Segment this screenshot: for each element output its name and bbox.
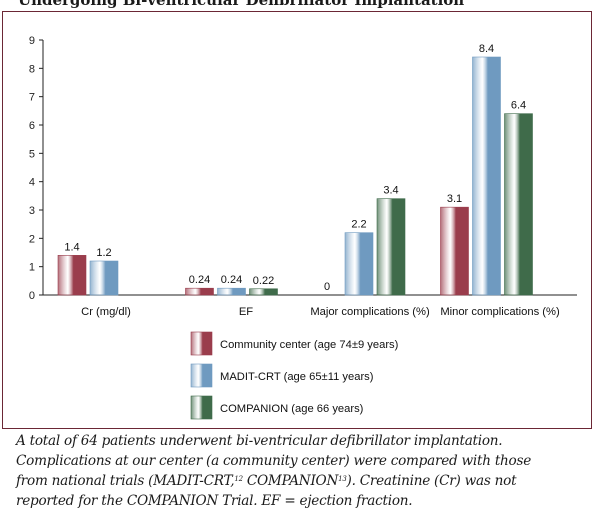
legend: Community center (age 74±9 years) MADIT-C… — [190, 331, 399, 420]
ref-madit: 12 — [234, 475, 243, 483]
legend-label-1: MADIT-CRT (age 65±11 years) — [220, 371, 374, 383]
legend-swatch-0 — [190, 331, 213, 356]
bar-major-complications-1 — [344, 232, 374, 296]
value-label-cr-mg-dl-1: 1.2 — [96, 247, 111, 259]
caption-line-1: A total of 64 patients underwent bi-vent… — [16, 433, 503, 449]
value-label-ef-1: 0.24 — [221, 274, 242, 286]
y-tick-label: 1 — [29, 262, 35, 274]
value-label-minor-complications-2: 6.4 — [511, 100, 526, 112]
y-tick-label: 2 — [29, 233, 35, 245]
value-label-ef-0: 0.24 — [189, 274, 210, 286]
bar-ef-2 — [249, 288, 278, 296]
y-tick-label: 9 — [29, 35, 35, 47]
bar-major-complications-2 — [376, 198, 406, 296]
chart-title: Undergoing Bi-ventricular Defibrillator … — [18, 0, 465, 9]
figure-frame — [2, 11, 592, 429]
y-axis-ticks: 0 1 2 3 4 5 6 7 8 9 — [29, 35, 43, 302]
legend-swatch-1 — [190, 363, 213, 388]
value-label-ef-2: 0.22 — [253, 275, 274, 287]
bar-ef-1 — [217, 287, 246, 296]
legend-label-2: COMPANION (age 66 years) — [220, 403, 364, 415]
value-label-cr-mg-dl-0: 1.4 — [64, 241, 79, 253]
category-label-minor-complications: Minor complications (%) — [440, 306, 560, 318]
bar-minor-complications-2 — [504, 113, 533, 296]
caption-line-2: Complications at our center (a community… — [16, 453, 531, 469]
category-label-cr-mg-dl: Cr (mg/dl) — [81, 306, 131, 318]
caption-line-3-a: from national trials (MADIT-CRT, — [16, 473, 235, 489]
value-label-major-complications-1: 2.2 — [351, 219, 366, 231]
caption-line-3: from national trials (MADIT-CRT,12 COMPA… — [16, 471, 591, 491]
caption-line-3-b: COMPANION — [242, 473, 339, 489]
value-labels: 1.4 1.2 0.24 0.24 0.22 0 2.2 3.4 3.1 8.4 6.4 — [64, 43, 526, 293]
legend-label-0: Community center (age 74±9 years) — [220, 339, 399, 351]
y-tick-label: 8 — [29, 63, 35, 75]
caption-line-3-c: ). Creatinine (Cr) was not — [346, 473, 517, 489]
figure-caption: A total of 64 patients underwent bi-vent… — [16, 431, 591, 511]
category-label-ef: EF — [239, 306, 253, 318]
bar-cr-mg-dl-1 — [89, 260, 119, 296]
y-tick-label: 5 — [29, 148, 35, 160]
bar-cr-mg-dl-0 — [57, 255, 87, 296]
y-tick-label: 4 — [29, 177, 35, 189]
y-tick-label: 7 — [29, 92, 35, 104]
value-label-minor-complications-0: 3.1 — [447, 193, 462, 205]
bar-marks — [57, 56, 533, 296]
value-label-major-complications-0: 0 — [324, 281, 330, 293]
bar-minor-complications-0 — [440, 206, 469, 296]
bar-minor-complications-1 — [472, 56, 501, 296]
x-axis-labels: Cr (mg/dl) EF Major complications (%) Minor… — [81, 306, 560, 318]
legend-swatch-2 — [190, 395, 213, 420]
value-label-minor-complications-1: 8.4 — [479, 43, 494, 55]
y-tick-label: 6 — [29, 120, 35, 132]
value-label-major-complications-2: 3.4 — [383, 185, 398, 197]
y-tick-label: 3 — [29, 205, 35, 217]
bar-ef-0 — [185, 287, 214, 296]
category-label-major-complications: Major complications (%) — [310, 306, 430, 318]
y-tick-label: 0 — [29, 290, 35, 302]
ref-companion: 13 — [338, 475, 347, 483]
bar-chart: 0 1 2 3 4 5 6 7 8 9 1.4 1.2 0.24 0.24 0.22 0 2.2 3.4 3.1 8… — [29, 35, 577, 420]
caption-line-4: reported for the COMPANION Trial. EF = e… — [16, 493, 413, 509]
